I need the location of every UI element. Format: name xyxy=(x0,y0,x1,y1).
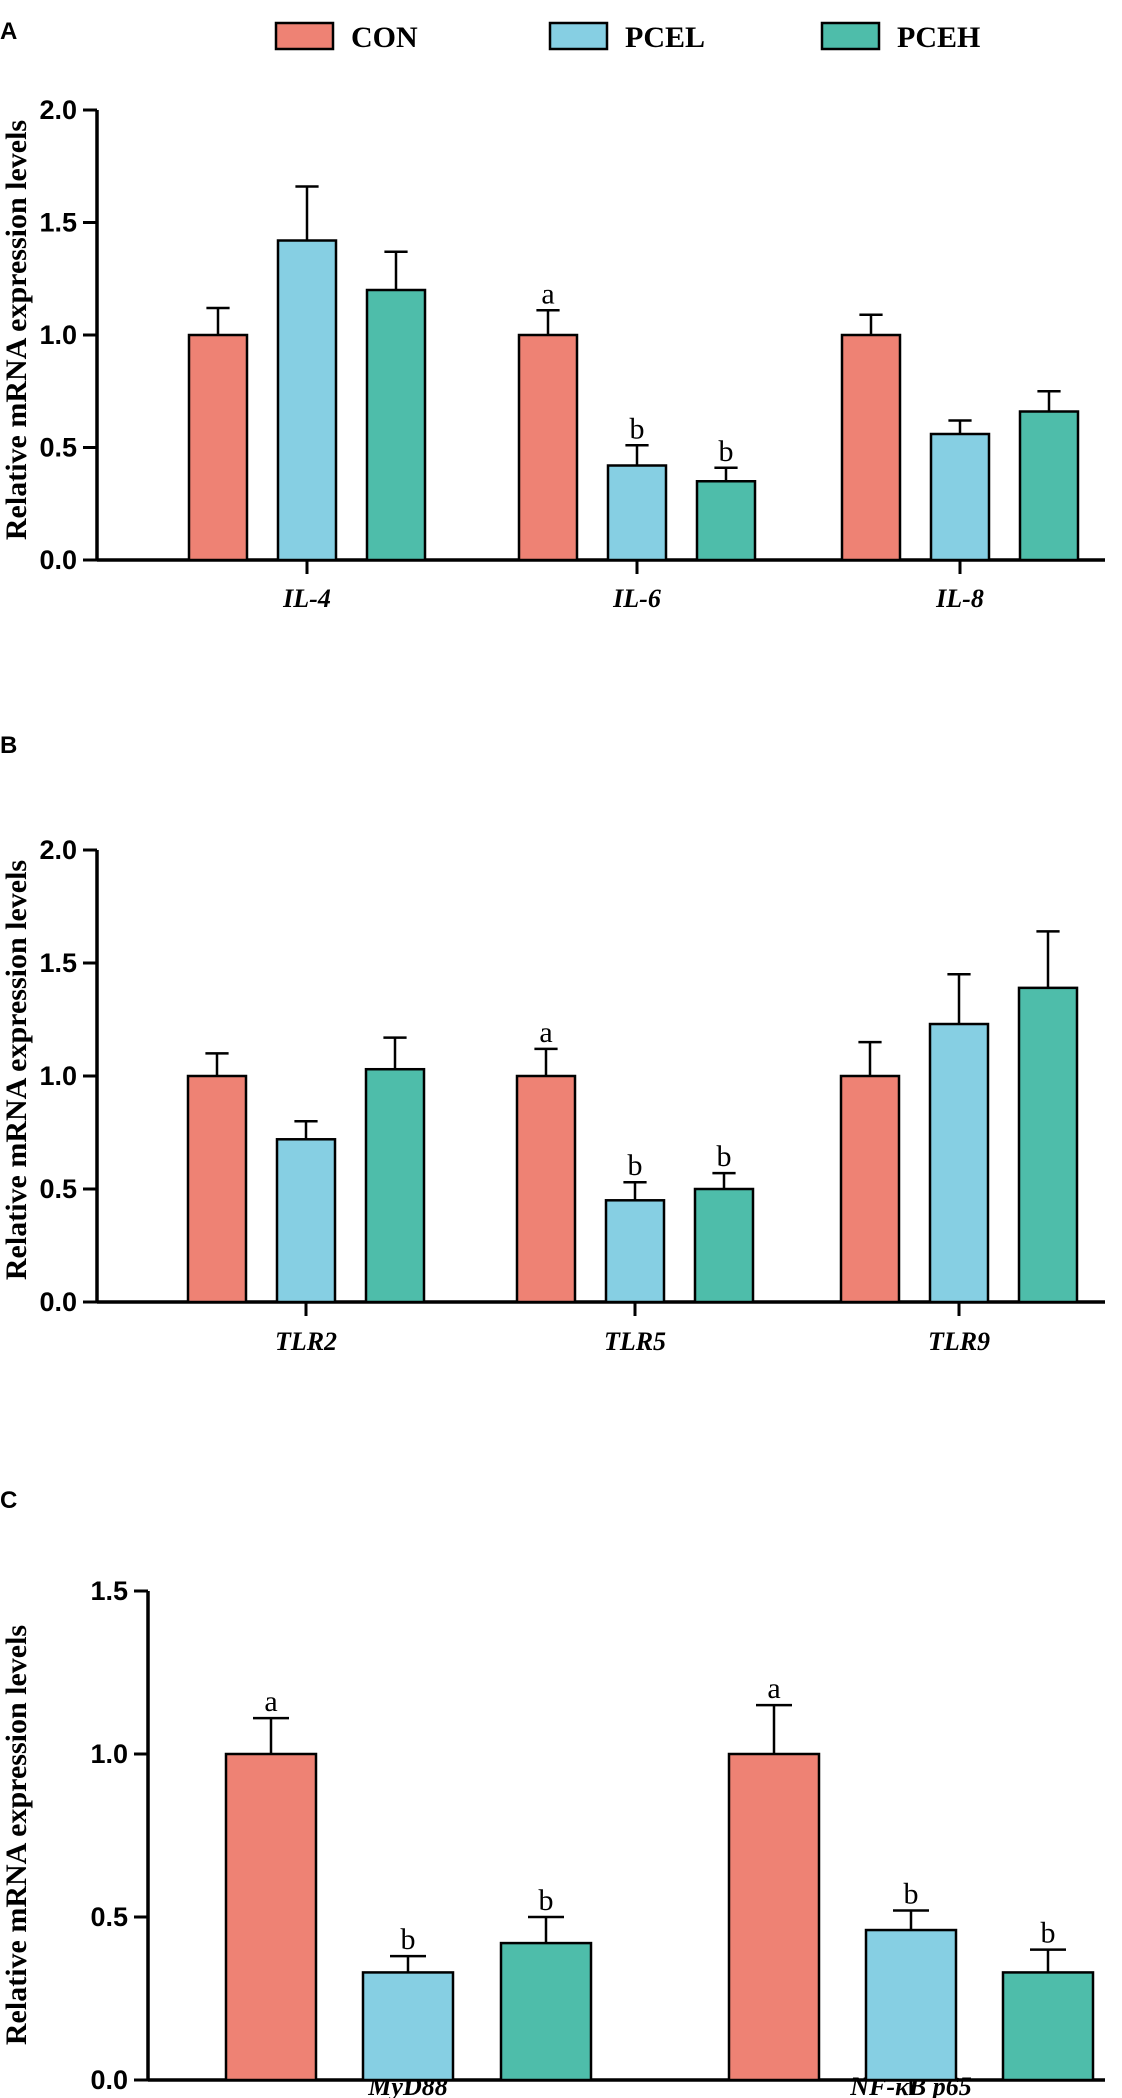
panel-b-bar-tlr2-pceh xyxy=(364,1067,426,1304)
legend-swatch-pceh xyxy=(820,21,881,51)
panel-c-bar-myd88-pceh xyxy=(499,1941,593,2082)
panel-a-significance-il-6-con: a xyxy=(541,277,554,310)
panel-c-y-axis-label: Relative mRNA expression levels xyxy=(0,1625,33,2045)
panel-a-y-axis-label: Relative mRNA expression levels xyxy=(0,120,33,540)
panel-c-significance-nf-b-p65-pcel: b xyxy=(904,1877,919,1910)
legend-label-pcel: PCEL xyxy=(625,21,705,54)
panel-a-bar-il-6-pcel xyxy=(606,464,668,562)
legend-swatch-con xyxy=(274,21,335,51)
panel-b-significance-tlr5-pcel: b xyxy=(628,1149,643,1182)
panel-b-bar-tlr5-con xyxy=(515,1074,577,1304)
panel-c-bar-myd88-con xyxy=(224,1752,318,2082)
panel-c-y-tick-label: 1.0 xyxy=(90,1739,128,1769)
panel-c-bar-nf-b-p65-pceh xyxy=(1001,1971,1095,2082)
panel-a-significance-il-6-pceh: b xyxy=(719,435,734,468)
panel-c-letter: C xyxy=(0,1487,17,1514)
panel-a-y-tick-label: 2.0 xyxy=(39,95,77,125)
panel-a-bar-il-6-con xyxy=(517,333,579,562)
panel-a-y-tick-label: 0.5 xyxy=(39,433,77,463)
panel-a-bar-il-4-pceh xyxy=(365,288,427,562)
panel-b-letter: B xyxy=(0,732,17,759)
panel-a-bar-il-8-con xyxy=(840,333,902,562)
legend-label-pceh: PCEH xyxy=(897,21,980,54)
panel-b-bar-tlr5-pcel xyxy=(604,1199,666,1304)
panel-a-y-tick-label: 1.0 xyxy=(39,320,77,350)
panel-a-bar-il-6-pceh xyxy=(695,480,757,562)
panel-b-bar-tlr9-pceh xyxy=(1017,986,1079,1304)
panel-b-bar-tlr9-pcel xyxy=(928,1022,990,1304)
legend-item-con: CON xyxy=(274,21,418,54)
panel-a-bar-il-8-pceh xyxy=(1018,410,1080,562)
panel-c-significance-nf-b-p65-con: a xyxy=(767,1672,780,1705)
panel-b-bar-tlr2-con xyxy=(186,1074,248,1304)
panel-b-y-tick-label: 0.0 xyxy=(39,1287,77,1317)
legend-label-con: CON xyxy=(351,21,418,54)
panel-b-y-axis-label: Relative mRNA expression levels xyxy=(0,860,33,1280)
panel-b-category-label-tlr5: TLR5 xyxy=(604,1327,666,1356)
panel-b-category-label-tlr9: TLR9 xyxy=(928,1327,990,1356)
panel-c-bar-myd88-pcel xyxy=(361,1971,455,2082)
panel-b-significance-tlr5-con: a xyxy=(539,1016,552,1049)
legend-item-pceh: PCEH xyxy=(820,21,980,54)
panel-a-category-label-il-4: IL-4 xyxy=(282,584,331,613)
panel-c-y-tick-label: 0.5 xyxy=(90,1902,128,1932)
panel-c: C Relative mRNA expression levels 0.0 0.5 1.… xyxy=(0,1487,1105,2098)
panel-a-y-tick-label: 1.5 xyxy=(39,208,77,238)
panel-a-bar-il-4-pcel xyxy=(276,239,338,562)
panel-a-category-label-il-8: IL-8 xyxy=(935,584,984,613)
panel-b-bar-tlr5-pceh xyxy=(693,1187,755,1304)
panel-a-bar-il-4-con xyxy=(187,333,249,562)
panel-a-significance-il-6-pcel: b xyxy=(630,412,645,445)
panel-b-category-label-tlr2: TLR2 xyxy=(275,1327,337,1356)
panel-c-y-tick-label: 0.0 xyxy=(90,2065,128,2095)
panel-c-bar-nf-b-p65-pcel xyxy=(864,1928,958,2082)
panel-b-bar-tlr2-pcel xyxy=(275,1138,337,1304)
panel-b-y-tick-label: 1.0 xyxy=(39,1061,77,1091)
panel-b-y-tick-label: 0.5 xyxy=(39,1174,77,1204)
panel-c-significance-myd88-pceh: b xyxy=(539,1884,554,1917)
legend-item-pcel: PCEL xyxy=(548,21,705,54)
panel-b-y-tick-label: 1.5 xyxy=(39,948,77,978)
panel-a-category-label-il-6: IL-6 xyxy=(612,584,661,613)
legend-swatch-pcel xyxy=(548,21,609,51)
panel-a-letter: A xyxy=(0,18,17,45)
panel-c-y-tick-label: 1.5 xyxy=(90,1576,128,1606)
panel-c-bar-nf-b-p65-con xyxy=(727,1752,821,2082)
panel-c-significance-myd88-pcel: b xyxy=(401,1923,416,1956)
panel-c-significance-nf-b-p65-pceh: b xyxy=(1041,1917,1056,1950)
panel-a-y-tick-label: 0.0 xyxy=(39,545,77,575)
panel-a-bar-il-8-pcel xyxy=(929,432,991,562)
panel-b-bar-tlr9-con xyxy=(839,1074,901,1304)
panel-c-significance-myd88-con: a xyxy=(264,1685,277,1718)
panel-b-y-tick-label: 2.0 xyxy=(39,835,77,865)
panel-b-significance-tlr5-pceh: b xyxy=(717,1140,732,1173)
legend: CON PCEL PCEH xyxy=(274,21,980,54)
